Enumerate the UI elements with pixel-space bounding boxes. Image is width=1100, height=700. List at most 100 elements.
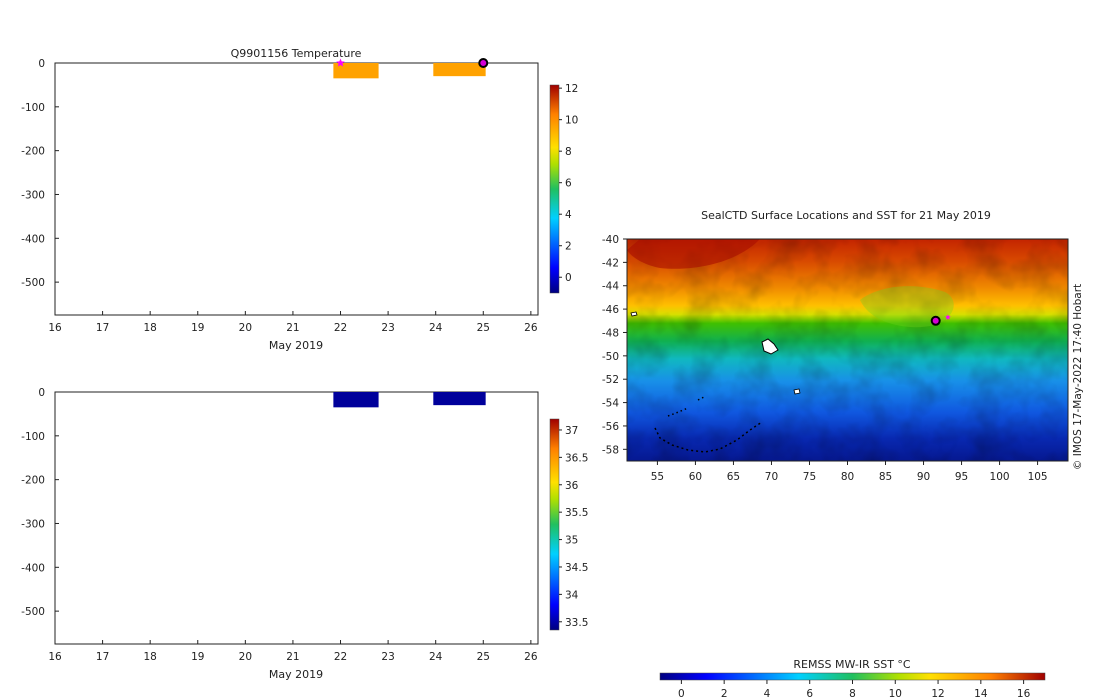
salinity-colorbar-tick-label: 33.5 [565, 617, 588, 629]
map-x-tick-label: 60 [689, 471, 702, 483]
temperature-plot-layer: 16 17 18 19 20 21 22 23 24 25 26 0 -100 -200 -300 -400 -… [21, 58, 538, 334]
sst-colorbar [659, 672, 1046, 681]
map-x-tick-label: 90 [917, 471, 930, 483]
map-y-tick-label: -50 [602, 351, 619, 363]
salinity-x-tick-label: 25 [477, 651, 490, 663]
island-small [630, 311, 638, 317]
map-x-tick-label: 85 [879, 471, 892, 483]
temperature-y-tick-label: -300 [21, 189, 45, 201]
temperature-x-tick-label: 21 [286, 322, 299, 334]
temperature-title: Q9901156 Temperature [231, 47, 362, 60]
salinity-colorbar [549, 418, 560, 631]
salinity-x-tick-label: 19 [191, 651, 204, 663]
salinity-colorbar-ticks: 33.5 34 34.5 35 35.5 36 36.5 37 [559, 425, 588, 629]
warm-eddy [627, 239, 760, 269]
temperature-xlabel: May 2019 [269, 339, 323, 352]
sst-colorbar-tick-label: 16 [1017, 688, 1031, 700]
coast-dots [667, 395, 707, 417]
temperature-x-tick-label: 20 [239, 322, 252, 334]
salinity-y-tick-label: -100 [21, 431, 45, 443]
salinity-xlabel: May 2019 [269, 668, 323, 681]
temperature-panel: Q9901156 Temperature 16 17 18 19 20 21 22 23 24 2… [21, 47, 578, 352]
salinity-x-tick-label: 17 [96, 651, 109, 663]
sst-colorbar-tick-label: 0 [678, 688, 685, 700]
salinity-colorbar-tick-label: 36 [565, 480, 579, 492]
temperature-x-tick-label: 17 [96, 322, 109, 334]
temperature-y-tick-label: -400 [21, 233, 45, 245]
sst-colorbar-tick-label: 12 [931, 688, 944, 700]
map-y-tick-label: -58 [602, 444, 619, 456]
salinity-colorbar-tick-label: 35 [565, 535, 578, 547]
temperature-colorbar-tick-label: 10 [565, 115, 578, 127]
salinity-colorbar-tick-label: 35.5 [565, 507, 588, 519]
map-title: SealCTD Surface Locations and SST for 21… [701, 209, 991, 222]
map-x-tick-label: 95 [955, 471, 968, 483]
salinity-x-tick-label: 18 [143, 651, 156, 663]
salinity-x-tick-label: 22 [334, 651, 347, 663]
map-x-tick-label: 55 [651, 471, 664, 483]
sst-colorbar-tick-label: 4 [764, 688, 771, 700]
salinity-y-tick-label: -300 [21, 518, 45, 530]
map-y-tick-label: -56 [602, 421, 619, 433]
temperature-profile-bar [433, 63, 486, 77]
map-y-tick-label: -46 [602, 304, 619, 316]
salinity-x-tick-label: 26 [524, 651, 538, 663]
temperature-plot-area [54, 62, 539, 316]
antarctic-coast [654, 421, 763, 453]
salinity-colorbar-tick-label: 36.5 [565, 452, 588, 464]
map-x-tick-label: 80 [841, 471, 854, 483]
sst-colorbar-tick-label: 8 [849, 688, 856, 700]
sst-map-panel: SealCTD Surface Locations and SST for 21… [602, 209, 1084, 700]
temperature-x-tick-label: 16 [48, 322, 62, 334]
sst-colorbar-ticks: 0 2 4 6 8 10 12 14 16 [678, 680, 1031, 700]
salinity-colorbar-tick-label: 37 [565, 425, 578, 437]
start-star-marker [336, 58, 345, 67]
temperature-x-tick-label: 18 [143, 322, 156, 334]
cold-eddy [860, 286, 954, 328]
temperature-colorbar-tick-label: 4 [565, 209, 572, 221]
map-y-tick-label: -44 [602, 281, 619, 293]
temperature-colorbar-tick-label: 6 [565, 178, 572, 190]
temperature-x-tick-label: 22 [334, 322, 347, 334]
map-x-tick-label: 70 [765, 471, 778, 483]
map-y-tick-label: -54 [602, 398, 619, 410]
map-axes-layer: 55 60 65 70 75 80 85 90 95 100 105 -40 -42 -44 -46 -48 -… [602, 234, 1048, 483]
map-y-tick-label: -52 [602, 374, 619, 386]
salinity-y-tick-label: -200 [21, 475, 45, 487]
salinity-profile-bar [333, 392, 379, 408]
temperature-colorbar-tick-label: 2 [565, 241, 572, 253]
map-y-tick-label: -40 [602, 234, 619, 246]
temperature-x-tick-label: 25 [477, 322, 490, 334]
island-kerguelen [761, 338, 779, 355]
map-x-tick-label: 65 [727, 471, 740, 483]
salinity-y-tick-label: 0 [38, 387, 45, 399]
temperature-colorbar-tick-label: 12 [565, 83, 578, 95]
salinity-plot-layer: 16 17 18 19 20 21 22 23 24 25 26 0 -100 -200 -300 -400 -… [21, 387, 538, 663]
salinity-profile-bar [433, 392, 486, 406]
map-y-tick-label: -48 [602, 327, 619, 339]
temperature-x-tick-label: 26 [524, 322, 538, 334]
sst-colorbar-tick-label: 2 [721, 688, 728, 700]
temperature-x-tick-label: 24 [429, 322, 443, 334]
temperature-colorbar-tick-label: 0 [565, 272, 572, 284]
salinity-x-tick-label: 23 [381, 651, 394, 663]
temperature-colorbar-tick-label: 8 [565, 146, 572, 158]
temperature-profile-bar [333, 63, 379, 79]
salinity-x-tick-label: 21 [286, 651, 299, 663]
salinity-x-tick-label: 16 [48, 651, 62, 663]
current-location-marker [478, 58, 489, 68]
salinity-x-tick-label: 24 [429, 651, 443, 663]
map-credit: © IMOS 17-May-2022 17:40 Hobart [1072, 284, 1084, 470]
salinity-colorbar-tick-label: 34.5 [565, 562, 588, 574]
map-y-tick-label: -42 [602, 257, 619, 269]
temperature-x-tick-label: 23 [381, 322, 394, 334]
temperature-y-tick-label: 0 [38, 58, 45, 70]
temperature-x-tick-label: 19 [191, 322, 204, 334]
salinity-panel: 16 17 18 19 20 21 22 23 24 25 26 0 -100 -200 -300 -400 -… [21, 387, 588, 681]
sst-colorbar-tick-label: 6 [806, 688, 813, 700]
map-x-tick-label: 75 [803, 471, 816, 483]
map-location-marker [930, 315, 941, 326]
island-heard [793, 388, 801, 395]
salinity-colorbar-tick-label: 34 [565, 589, 579, 601]
